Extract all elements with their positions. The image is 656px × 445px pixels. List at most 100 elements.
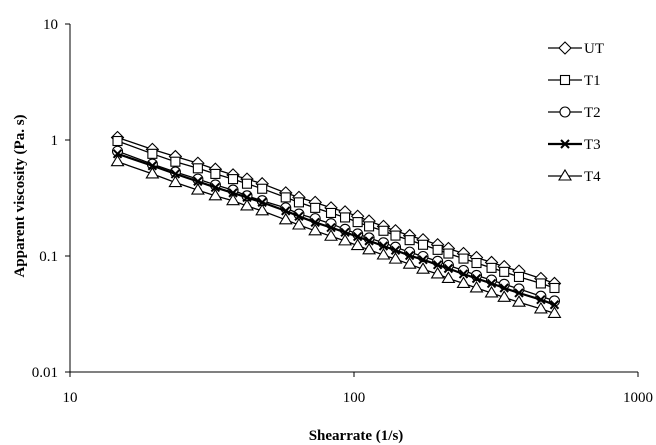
data-point-t1 <box>364 221 375 232</box>
data-point-t4 <box>388 252 403 264</box>
series-line-t3 <box>117 152 555 306</box>
y-tick-label: 0.01 <box>32 365 58 381</box>
data-point-t3 <box>112 149 123 159</box>
data-point-t4 <box>168 175 183 188</box>
data-point-t1 <box>549 282 560 294</box>
data-point-t4 <box>416 262 430 274</box>
legend-label: UT <box>584 41 604 57</box>
data-point-t4 <box>533 301 548 314</box>
legend-item-t3: T3 <box>548 137 601 153</box>
data-point-t1 <box>310 202 321 213</box>
data-point-t4 <box>430 266 445 279</box>
data-point-t3 <box>340 227 350 238</box>
data-point-t3 <box>294 211 304 221</box>
data-point-t3 <box>404 250 415 261</box>
legend-marker-t3 <box>560 139 570 149</box>
legend-marker-ut <box>558 41 572 55</box>
data-point-t4 <box>338 233 353 246</box>
data-point-t3 <box>390 245 401 255</box>
x-tick-label: 1000 <box>623 390 653 406</box>
plot-area <box>69 24 638 373</box>
data-point-t1 <box>339 212 351 223</box>
series-line-ut <box>117 136 555 285</box>
series-layer <box>110 130 562 318</box>
axis-ticks: 10 100 1000 10 1 0.1 0.01 <box>32 17 653 406</box>
data-point-t4 <box>402 257 417 269</box>
data-point-t3 <box>364 236 374 246</box>
data-point-t1 <box>241 178 253 189</box>
series-line-t4 <box>117 161 555 315</box>
data-point-t3 <box>210 182 221 193</box>
legend-item-t1: T1 <box>548 73 601 89</box>
data-point-t4 <box>145 166 160 179</box>
data-point-t3 <box>471 273 482 284</box>
data-point-t4 <box>512 295 526 307</box>
data-point-t1 <box>443 248 454 259</box>
data-point-t4 <box>497 290 512 302</box>
data-point-t4 <box>324 229 338 241</box>
data-point-t1 <box>513 271 525 282</box>
data-point-t3 <box>352 231 363 242</box>
data-point-t1 <box>293 197 305 208</box>
data-point-t3 <box>443 263 454 274</box>
data-point-t4 <box>350 238 365 251</box>
data-point-t4 <box>376 247 391 260</box>
data-point-t1 <box>432 244 443 255</box>
data-point-t4 <box>226 193 240 206</box>
legend-label: T3 <box>584 137 601 153</box>
y-tick-label: 10 <box>43 17 58 33</box>
data-point-t4 <box>208 188 223 201</box>
data-point-t3 <box>499 283 509 293</box>
data-point-t4 <box>456 276 471 288</box>
data-point-t4 <box>255 203 270 216</box>
data-point-t1 <box>112 135 123 147</box>
data-point-t4 <box>110 154 125 167</box>
data-point-t4 <box>484 285 499 298</box>
data-point-t4 <box>190 183 205 195</box>
x-tick-label: 10 <box>63 390 78 406</box>
data-point-t1 <box>535 278 546 289</box>
legend-item-t2: T2 <box>548 105 601 121</box>
series-line-t1 <box>117 140 555 289</box>
data-point-t4 <box>291 217 306 230</box>
legend: UT T1 T2 T3 T4 <box>548 41 604 185</box>
data-point-t4 <box>362 242 377 255</box>
data-point-t3 <box>486 278 497 289</box>
data-point-t1 <box>458 253 469 264</box>
data-point-t1 <box>378 225 389 236</box>
data-point-t4 <box>240 198 254 211</box>
y-tick-label: 0.1 <box>39 249 58 265</box>
data-point-t3 <box>418 254 428 265</box>
legend-label: T2 <box>584 105 601 121</box>
data-point-t3 <box>193 176 203 187</box>
data-point-t3 <box>257 197 267 208</box>
data-point-t1 <box>227 174 239 185</box>
legend-marker-t1 <box>559 74 571 86</box>
data-point-t4 <box>469 280 484 293</box>
data-point-t3 <box>536 294 546 305</box>
series-t1 <box>112 135 560 294</box>
series-t3 <box>112 149 560 310</box>
data-point-t3 <box>242 192 252 203</box>
data-point-t1 <box>352 217 363 228</box>
legend-label: T4 <box>584 169 601 185</box>
data-point-t3 <box>378 241 389 251</box>
data-point-t1 <box>486 262 497 273</box>
legend-marker-t4 <box>558 168 572 181</box>
x-tick-label: 100 <box>343 390 366 406</box>
data-point-t3 <box>170 169 181 179</box>
data-point-t3 <box>310 217 320 228</box>
data-point-t4 <box>441 271 456 284</box>
data-point-t1 <box>499 266 510 277</box>
data-point-t3 <box>228 188 238 198</box>
data-point-t1 <box>280 192 291 203</box>
data-point-t4 <box>547 306 562 318</box>
data-point-t1 <box>417 239 429 250</box>
data-point-t1 <box>325 207 337 219</box>
legend-item-ut: UT <box>548 41 604 57</box>
series-line-t2 <box>117 150 555 302</box>
data-point-t1 <box>257 183 268 194</box>
data-point-t1 <box>210 168 221 179</box>
legend-label: T1 <box>584 73 601 89</box>
